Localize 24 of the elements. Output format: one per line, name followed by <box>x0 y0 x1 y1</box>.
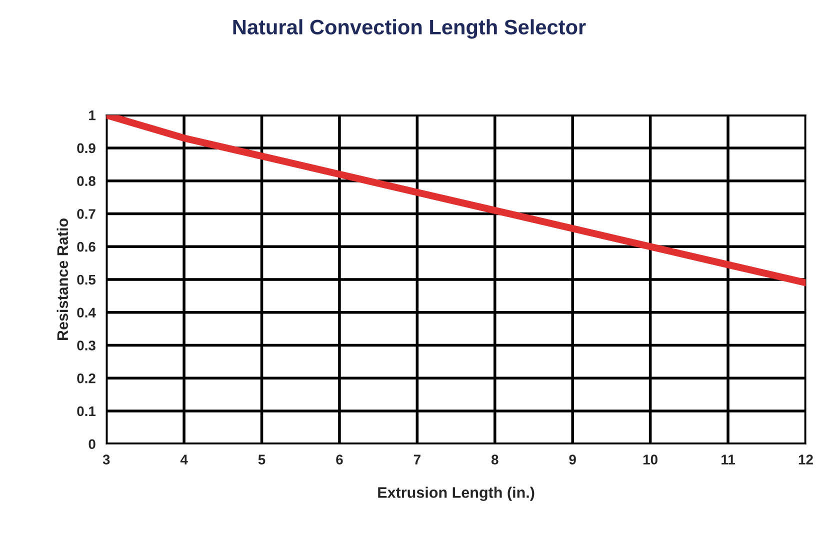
chart-title: Natural Convection Length Selector <box>233 19 586 39</box>
x-tick-label: 5 <box>258 454 266 464</box>
y-axis-title: Resistance Ratio <box>56 218 68 340</box>
y-tick-label: 1 <box>89 110 96 120</box>
y-tick-label: 0.4 <box>77 308 96 318</box>
y-tick-label: 0.8 <box>77 176 96 186</box>
y-tick-label: 0.6 <box>77 242 96 252</box>
y-tick-label: 0.3 <box>77 340 96 350</box>
x-tick-label: 3 <box>102 454 110 465</box>
y-tick-label: 0.1 <box>77 406 96 416</box>
x-tick-label: 6 <box>336 454 343 464</box>
x-axis-title: Extrusion Length (in.) <box>378 486 534 501</box>
y-tick-label: 0.9 <box>77 143 96 154</box>
y-tick-label: 0.5 <box>77 274 96 285</box>
x-tick-label: 4 <box>180 454 188 464</box>
x-tick-label: 10 <box>643 454 658 464</box>
y-tick-label: 0.7 <box>77 209 96 219</box>
x-tick-label: 7 <box>414 454 420 464</box>
x-tick-label: 9 <box>569 454 576 464</box>
x-tick-label: 12 <box>798 454 813 464</box>
y-tick-label: 0 <box>88 439 96 450</box>
x-tick-label: 8 <box>491 454 498 464</box>
y-tick-label: 0.2 <box>77 373 96 384</box>
x-tick-label: 11 <box>722 454 735 464</box>
